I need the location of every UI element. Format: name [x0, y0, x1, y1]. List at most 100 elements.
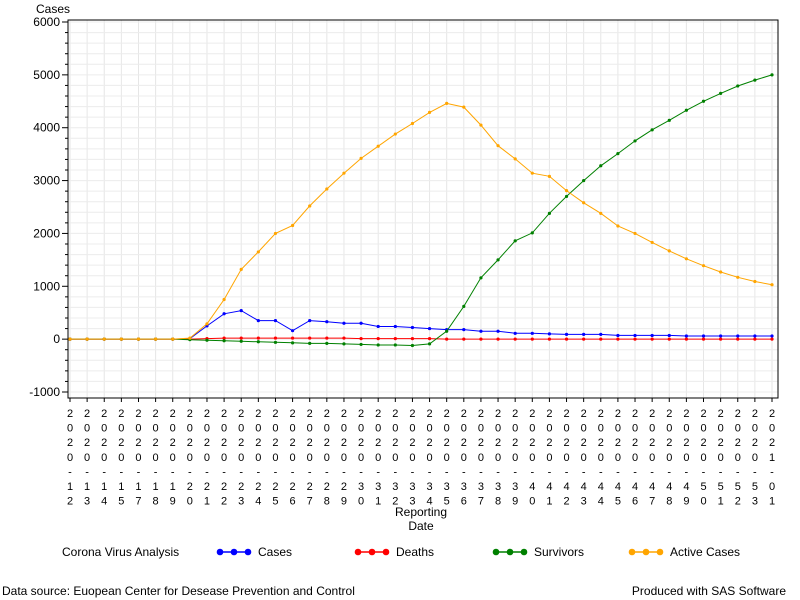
data-point — [393, 132, 397, 136]
legend-item-active-cases: Active Cases — [628, 545, 740, 559]
y-axis-label: Cases — [36, 2, 70, 16]
x-tick-label: 2 0 2 0 -1 9 — [170, 408, 176, 508]
x-tick-label: 2 0 2 0 -4 2 — [563, 408, 569, 508]
data-point — [736, 275, 740, 279]
data-point — [205, 322, 209, 326]
data-point — [770, 73, 774, 77]
data-point — [736, 84, 740, 88]
plot-frame — [67, 19, 779, 399]
data-point — [616, 337, 620, 341]
series-line-cases — [70, 310, 772, 340]
data-point — [582, 201, 586, 205]
data-point — [393, 337, 397, 341]
x-tick-label: 2 0 2 0 -4 9 — [683, 408, 689, 508]
data-point — [154, 337, 158, 341]
data-point — [256, 319, 260, 323]
data-point — [479, 123, 483, 127]
data-point — [325, 336, 329, 340]
data-point — [308, 319, 312, 323]
data-point — [496, 258, 500, 262]
data-point — [513, 239, 517, 243]
legend-label: Active Cases — [670, 545, 741, 559]
y-tick-label: 3000 — [33, 174, 60, 188]
data-point — [359, 156, 363, 160]
data-point — [290, 329, 295, 333]
legend-item-deaths: Deaths — [354, 545, 434, 559]
data-point — [599, 337, 603, 341]
data-point — [650, 333, 654, 338]
x-tick-label: 2 0 2 0 -4 7 — [649, 408, 655, 508]
data-point — [650, 128, 654, 132]
data-point — [376, 144, 380, 148]
x-tick-label: 2 0 2 0 -1 5 — [118, 408, 124, 508]
x-tick-label: 2 0 2 0 -4 8 — [666, 408, 672, 508]
data-point — [239, 336, 243, 340]
data-point — [359, 321, 363, 325]
data-point — [410, 121, 415, 126]
data-point — [736, 337, 740, 341]
data-point — [359, 337, 363, 341]
x-tick-label: 2 0 2 0 -1 3 — [84, 408, 90, 508]
data-point — [684, 108, 688, 112]
data-point — [427, 337, 432, 341]
data-point — [376, 324, 380, 329]
data-point — [684, 337, 688, 341]
data-point — [736, 334, 740, 338]
data-point — [445, 329, 449, 333]
data-point — [701, 99, 706, 103]
x-tick-label: 2 0 2 0 -1 8 — [153, 408, 159, 508]
data-point — [102, 337, 106, 341]
data-point — [256, 336, 260, 340]
data-point — [599, 332, 603, 336]
data-point — [564, 332, 569, 336]
legend-symbol — [354, 548, 390, 556]
x-tick-label: 2 0 2 0 -2 0 — [187, 408, 193, 508]
x-tick-label: 2 0 2 0 -2 4 — [255, 408, 261, 508]
data-point — [667, 333, 671, 338]
y-tick-label: 5000 — [33, 68, 60, 82]
data-point — [222, 297, 226, 302]
data-point — [205, 338, 209, 342]
legend-item-cases: Cases — [216, 545, 292, 559]
data-point — [290, 336, 295, 340]
x-tick-label: 2 0 2 0 -2 6 — [290, 408, 296, 508]
y-tick-label: 2000 — [33, 226, 60, 240]
data-point — [564, 337, 569, 341]
x-tick-label: 2 0 2 0 -1 2 — [67, 408, 73, 508]
data-point — [616, 152, 620, 156]
data-point — [410, 343, 415, 348]
data-point — [599, 164, 603, 168]
x-tick-label: 2 0 2 0 -5 2 — [735, 408, 741, 508]
data-point — [462, 328, 466, 332]
legend-symbol — [628, 548, 664, 556]
data-point — [308, 341, 312, 345]
x-tick-label: 2 0 2 0 -3 7 — [478, 408, 484, 508]
x-tick-label: 2 0 2 0 -3 4 — [426, 408, 432, 508]
data-point — [325, 341, 329, 345]
data-point — [342, 171, 346, 175]
data-point — [393, 324, 397, 329]
x-axis-label-line2: Date — [408, 519, 434, 533]
data-point — [290, 341, 295, 345]
data-point — [119, 337, 123, 341]
x-tick-label: 2 0 2 0 -3 1 — [375, 408, 381, 508]
data-point — [701, 264, 706, 268]
x-tick-label: 2 0 2 1 -0 1 — [769, 408, 775, 508]
data-point — [427, 110, 432, 114]
x-tick-label: 2 0 2 0 -2 8 — [324, 408, 330, 508]
data-point — [273, 336, 278, 340]
x-tick-label: 2 0 2 0 -1 4 — [101, 408, 107, 508]
data-point — [564, 194, 569, 199]
data-point — [616, 333, 620, 338]
data-point — [701, 334, 706, 338]
data-point — [273, 231, 278, 236]
data-point — [513, 337, 517, 341]
legend-item-survivors: Survivors — [492, 545, 584, 559]
x-tick-label: 2 0 2 0 -3 3 — [409, 408, 415, 508]
x-tick-label: 2 0 2 0 -1 7 — [135, 408, 141, 508]
y-tick-label: 1000 — [33, 279, 60, 293]
data-point — [359, 342, 363, 347]
data-point — [308, 204, 312, 208]
data-point — [222, 339, 226, 343]
